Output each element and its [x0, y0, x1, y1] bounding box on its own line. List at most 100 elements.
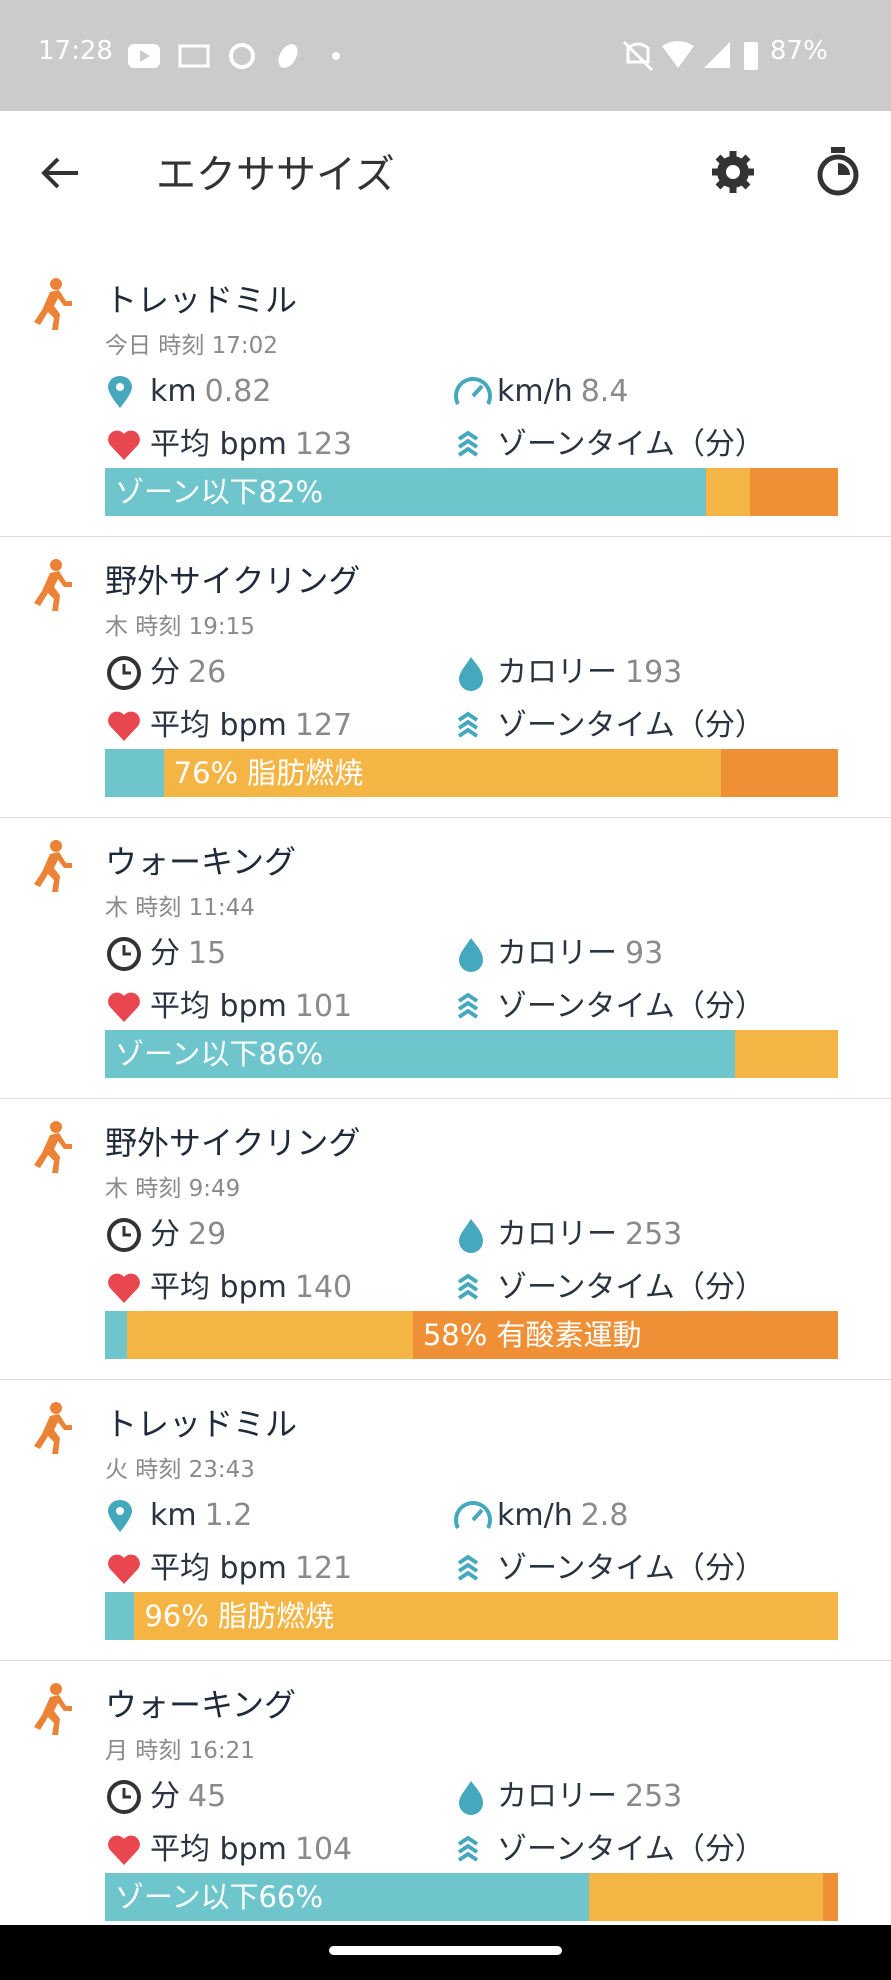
stat-icon	[106, 1551, 146, 1591]
activity-icon	[22, 1400, 82, 1464]
stat-icon	[453, 708, 493, 748]
zone-segment	[105, 1311, 127, 1359]
activity-date: 月 時刻 16:21	[105, 1738, 255, 1764]
stat-value: 2.8	[580, 1498, 629, 1533]
stat: 分 29	[150, 1215, 226, 1255]
stat-unit: カロリー	[497, 936, 617, 971]
home-handle[interactable]	[329, 1946, 562, 1955]
activity-item[interactable]: トレッドミル 今日 時刻 17:02 km 0.82 km/h 8.4 平均 bpm 123 ゾ…	[0, 256, 891, 537]
zone-bar: ゾーン以下86%	[105, 1030, 838, 1078]
stat-value: 1.2	[204, 1498, 253, 1533]
app-bar: エクササイズ	[0, 111, 891, 241]
stat-value: 104	[294, 1832, 353, 1867]
zone-label: 58% 有酸素運動	[422, 1318, 642, 1352]
activity-item[interactable]: トレッドミル火 時刻 23:43 km 1.2 km/h 2.8 平均 bpm 121 ゾーン…	[0, 1380, 891, 1661]
stat-label: ゾーンタイム（分）	[497, 1551, 765, 1586]
stat: 平均 bpm 121	[150, 1549, 352, 1589]
stat-icon	[453, 374, 493, 414]
stat: カロリー 253	[497, 1215, 682, 1255]
stat-value: 0.82	[204, 374, 272, 409]
clock: 17:28	[38, 36, 113, 66]
zone-bar: ゾーン以下82%	[105, 468, 838, 516]
zone-segment	[720, 749, 838, 797]
stat-icon	[453, 1217, 493, 1257]
zone-segment	[750, 468, 838, 516]
system-icons	[622, 40, 758, 72]
stat-label: ゾーンタイム（分）	[497, 1270, 765, 1305]
page-title: エクササイズ	[156, 152, 395, 198]
stat-unit: km/h	[497, 1498, 573, 1533]
stat-icon	[453, 1832, 493, 1872]
stat: 分 15	[150, 934, 226, 974]
stat-label: ゾーンタイム（分）	[497, 427, 765, 462]
activity-date: 木 時刻 11:44	[105, 895, 255, 921]
stat-icon	[453, 655, 493, 695]
stat: km 0.82	[150, 372, 271, 412]
stat-value: 45	[188, 1779, 227, 1814]
stat: ゾーンタイム（分）	[497, 1268, 765, 1308]
activity-title: トレッドミル	[105, 281, 298, 319]
stat-unit: km	[150, 1498, 197, 1533]
activity-item[interactable]: ウォーキング木 時刻 11:44 分 15 カロリー 93 平均 bpm 101 ゾーンタイム…	[0, 818, 891, 1099]
stat-unit: 分	[150, 1779, 180, 1814]
stat-value: 193	[625, 655, 683, 690]
zone-segment	[706, 468, 751, 516]
stat-icon	[106, 655, 146, 695]
stat-unit: 平均 bpm	[150, 1832, 287, 1867]
stat: ゾーンタイム（分）	[497, 706, 765, 746]
stat: ゾーンタイム（分）	[497, 425, 765, 465]
status-bar: 17:28 87%	[0, 0, 891, 111]
stat-unit: km/h	[497, 374, 573, 409]
zone-segment: 58% 有酸素運動	[412, 1311, 838, 1359]
stat-value: 123	[294, 427, 353, 462]
activity-date: 火 時刻 23:43	[105, 1457, 255, 1483]
stat: 平均 bpm 140	[150, 1268, 352, 1308]
stat: 平均 bpm 101	[150, 987, 352, 1027]
back-button[interactable]	[38, 151, 82, 195]
stat-unit: 分	[150, 655, 180, 690]
zone-bar: 58% 有酸素運動	[105, 1311, 838, 1359]
stat-unit: 平均 bpm	[150, 1270, 287, 1305]
stat-icon	[106, 1832, 146, 1872]
stat: km/h 8.4	[497, 372, 628, 412]
stat-unit: 分	[150, 936, 180, 971]
zone-label: 76% 脂肪燃焼	[173, 756, 364, 790]
stat-unit: 平均 bpm	[150, 1551, 287, 1586]
zone-segment: ゾーン以下82%	[105, 468, 707, 516]
activity-title: 野外サイクリング	[105, 1124, 361, 1162]
stat-icon	[453, 1498, 493, 1538]
stat-icon	[453, 1270, 493, 1310]
zone-segment: 76% 脂肪燃焼	[163, 749, 721, 797]
zone-segment	[105, 1592, 135, 1640]
stat: ゾーンタイム（分）	[497, 987, 765, 1027]
stat: 平均 bpm 123	[150, 425, 352, 465]
activity-icon	[22, 838, 82, 902]
zone-segment: 96% 脂肪燃焼	[134, 1592, 838, 1640]
activity-title: ウォーキング	[105, 1686, 297, 1724]
zone-bar: ゾーン以下66%	[105, 1873, 838, 1921]
stat-unit: 平均 bpm	[150, 708, 287, 743]
notification-icons	[128, 43, 340, 69]
stat-icon	[453, 427, 493, 467]
activity-item[interactable]: ウォーキング月 時刻 16:21 分 45 カロリー 253 平均 bpm 104 ゾーンタイ…	[0, 1661, 891, 1942]
stat-unit: 分	[150, 1217, 180, 1252]
stat-icon	[106, 936, 146, 976]
activity-item[interactable]: 野外サイクリング木 時刻 19:15 分 26 カロリー 193 平均 bpm 127 ゾーン…	[0, 537, 891, 818]
settings-button[interactable]	[710, 149, 756, 195]
stat-label: ゾーンタイム（分）	[497, 1832, 765, 1867]
stat: 平均 bpm 104	[150, 1830, 352, 1870]
timer-button[interactable]	[814, 145, 862, 197]
activity-item[interactable]: 野外サイクリング木 時刻 9:49 分 29 カロリー 253 平均 bpm 140 ゾーンタ…	[0, 1099, 891, 1380]
stat-value: 121	[294, 1551, 353, 1586]
stat-unit: km	[150, 374, 197, 409]
stat-value: 29	[188, 1217, 227, 1252]
stat-label: ゾーンタイム（分）	[497, 708, 765, 743]
stat: カロリー 193	[497, 653, 682, 693]
stat-icon	[106, 1270, 146, 1310]
stat-value: 127	[294, 708, 353, 743]
stat-unit: 平均 bpm	[150, 989, 287, 1024]
stat-value: 101	[294, 989, 353, 1024]
activity-date: 木 時刻 19:15	[105, 614, 255, 640]
stat: 平均 bpm 127	[150, 706, 352, 746]
zone-label: ゾーン以下66%	[115, 1880, 324, 1914]
